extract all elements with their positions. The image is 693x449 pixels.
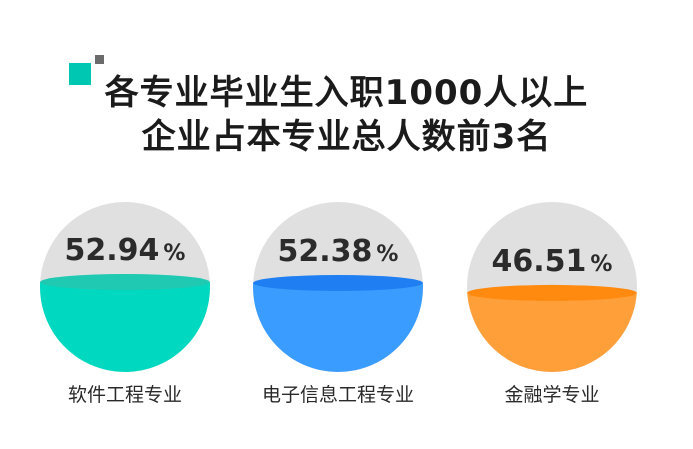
category-label-finance: 金融学专业 [504, 384, 600, 406]
value-label-electronic-information-engineering: 52.38% [278, 234, 399, 269]
category-label-software-engineering: 软件工程专业 [67, 384, 182, 406]
liquid-fill-software-engineering [40, 282, 210, 373]
gray-deco-square [95, 55, 104, 64]
chart-title-line-2: 企业占本专业总人数前3名 [141, 117, 552, 157]
value-label-finance: 46.51% [492, 244, 613, 279]
liquid-surface-finance [467, 284, 637, 301]
teal-deco-square [69, 63, 91, 85]
liquid-surface-software-engineering [40, 274, 210, 291]
category-label-electronic-information-engineering: 电子信息工程专业 [261, 384, 414, 406]
chart-title-line-1: 各专业毕业生入职1000人以上 [104, 73, 589, 113]
value-label-software-engineering: 52.94% [65, 233, 186, 268]
liquid-fill-electronic-information-engineering [253, 282, 423, 373]
liquid-fill-finance [467, 292, 637, 372]
liquid-surface-electronic-information-engineering [253, 274, 423, 291]
